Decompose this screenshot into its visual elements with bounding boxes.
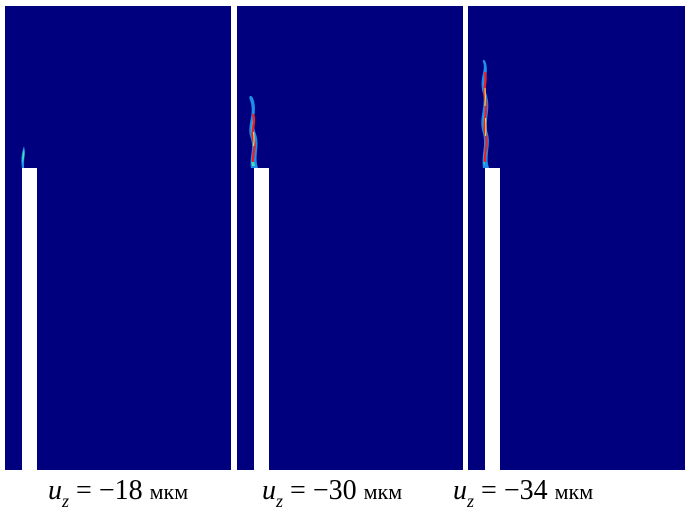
specimen-bar — [485, 168, 500, 470]
caption-equals: = — [283, 475, 313, 506]
caption-value: −18 — [98, 475, 143, 506]
caption-value: −30 — [312, 475, 357, 506]
crack-contour — [21, 146, 25, 168]
caption-displacement-3: uz = −34 мкм — [453, 471, 593, 511]
caption-unit: мкм — [554, 479, 594, 504]
contour-panel-2 — [237, 6, 463, 470]
caption-subscript: z — [467, 491, 475, 511]
caption-displacement-1: uz = −18 мкм — [48, 471, 188, 511]
caption-variable: u — [262, 475, 276, 506]
contour-panel-3 — [468, 6, 685, 470]
crack-contour — [249, 95, 258, 168]
caption-subscript: z — [62, 491, 70, 511]
caption-unit: мкм — [149, 479, 189, 504]
contour-panel-1 — [5, 6, 231, 470]
caption-variable: u — [48, 475, 62, 506]
crack-contour — [481, 59, 489, 169]
specimen-bar — [254, 168, 269, 470]
specimen-bar — [22, 168, 37, 470]
caption-displacement-2: uz = −30 мкм — [262, 471, 402, 511]
caption-subscript: z — [276, 491, 284, 511]
caption-equals: = — [69, 475, 99, 506]
caption-equals: = — [474, 475, 504, 506]
caption-value: −34 — [503, 475, 548, 506]
caption-unit: мкм — [363, 479, 403, 504]
caption-variable: u — [453, 475, 467, 506]
